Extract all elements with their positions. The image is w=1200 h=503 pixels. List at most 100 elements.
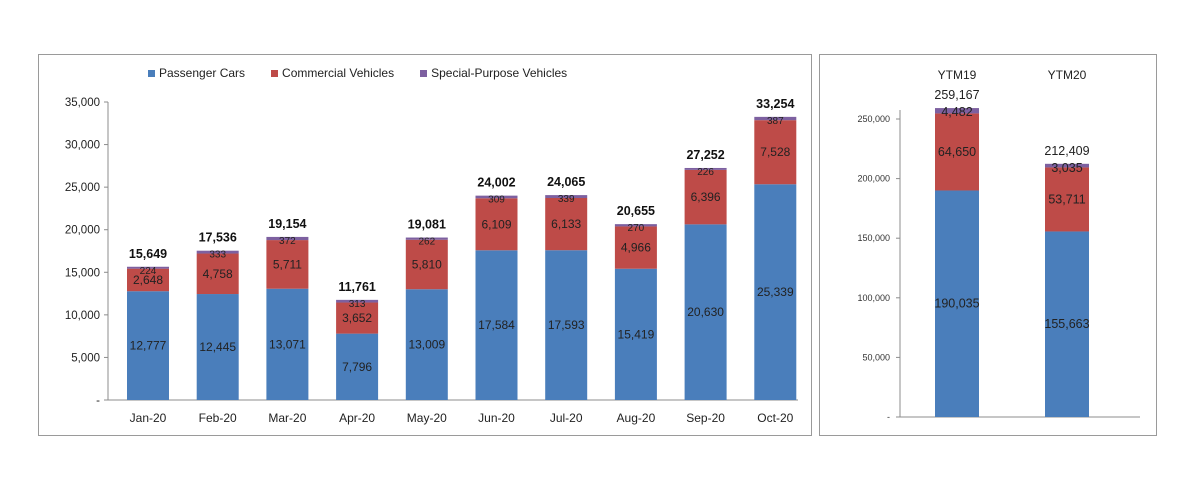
y-tick-label: 5,000 (71, 352, 100, 364)
bar-passenger-cars (684, 224, 727, 400)
bar-passenger-cars (336, 333, 379, 400)
bar-passenger-cars (196, 294, 239, 400)
bar-passenger-cars-right (1045, 231, 1089, 417)
data-label-special-purpose-vehicles: 224 (140, 266, 157, 277)
data-label-passenger-cars-right: 190,035 (934, 297, 979, 311)
data-label-commercial-vehicles: 2,648 (133, 273, 163, 287)
x-tick-label: Apr-20 (339, 411, 375, 425)
data-label-passenger-cars: 17,584 (478, 318, 515, 332)
data-label-passenger-cars: 7,796 (342, 360, 372, 374)
bar-special-purpose-vehicles (127, 266, 169, 269)
bar-passenger-cars (754, 184, 797, 400)
data-label-commercial-vehicles: 6,133 (551, 217, 581, 231)
x-tick-label: Feb-20 (199, 411, 237, 425)
x-tick-label: May-20 (407, 411, 447, 425)
data-label-special-purpose-vehicles: 262 (418, 237, 435, 248)
data-label-special-purpose-vehicles: 339 (558, 194, 575, 205)
y-tick-label-right: 100,000 (857, 293, 890, 303)
data-label-special-purpose-vehicles: 309 (488, 195, 505, 206)
x-tick-label: Jul-20 (550, 411, 583, 425)
bar-total-label-right: 212,409 (1044, 144, 1089, 158)
x-tick-label: Mar-20 (268, 411, 306, 425)
bar-commercial-vehicles (405, 239, 448, 290)
x-tick-label: Oct-20 (757, 411, 793, 425)
bar-passenger-cars (405, 289, 448, 400)
legend-swatch-passenger-cars (148, 69, 155, 77)
legend-swatch-commercial-vehicles (271, 69, 279, 77)
data-label-special-purpose-vehicles: 226 (697, 167, 714, 178)
bar-special-purpose-vehicles (684, 167, 727, 170)
bar-total-label: 19,154 (268, 217, 306, 231)
bar-commercial-vehicles (196, 253, 239, 295)
x-tick-label: Aug-20 (617, 411, 656, 425)
y-tick-label-right: - (887, 412, 890, 422)
bar-special-purpose-vehicles (614, 224, 657, 227)
bar-special-purpose-vehicles-right (935, 108, 979, 114)
bar-special-purpose-vehicles (266, 236, 309, 241)
data-label-special-purpose-vehicles-right: 3,035 (1051, 161, 1082, 175)
bar-commercial-vehicles-right (935, 113, 979, 191)
y-tick-label-right: 200,000 (857, 174, 890, 184)
chart-legend: Passenger Cars Commercial Vehicles Speci… (148, 66, 567, 80)
bar-special-purpose-vehicles (196, 250, 239, 254)
bar-total-label-right: 259,167 (934, 88, 979, 102)
data-label-commercial-vehicles: 6,109 (481, 217, 511, 231)
data-label-commercial-vehicles: 6,396 (691, 190, 721, 204)
bar-commercial-vehicles (475, 198, 518, 251)
x-tick-label: Sep-20 (686, 411, 725, 425)
bar-commercial-vehicles-right (1045, 167, 1089, 232)
data-label-special-purpose-vehicles: 372 (279, 236, 296, 247)
data-label-special-purpose-vehicles: 387 (767, 116, 784, 127)
data-label-commercial-vehicles: 5,810 (412, 258, 442, 272)
bar-commercial-vehicles (266, 240, 309, 289)
y-tick-label: 20,000 (65, 225, 100, 237)
y-tick-label: - (96, 395, 100, 407)
data-label-commercial-vehicles: 7,528 (760, 145, 790, 159)
data-label-passenger-cars: 15,419 (618, 327, 655, 341)
bar-passenger-cars (266, 288, 309, 400)
bar-commercial-vehicles (614, 226, 657, 269)
data-label-commercial-vehicles-right: 53,711 (1048, 192, 1085, 206)
legend-item-commercial-vehicles: Commercial Vehicles (271, 66, 394, 80)
bar-total-label: 24,065 (547, 175, 585, 189)
data-label-passenger-cars: 12,445 (199, 340, 236, 354)
x-category-label-right: YTM19 (938, 68, 977, 82)
bar-total-label: 11,761 (338, 280, 376, 294)
y-tick-label: 15,000 (65, 267, 100, 279)
bar-commercial-vehicles (336, 302, 379, 334)
bar-commercial-vehicles (754, 120, 797, 185)
legend-item-passenger-cars: Passenger Cars (148, 66, 245, 80)
x-tick-label: Jun-20 (478, 411, 515, 425)
y-tick-label-right: 250,000 (857, 114, 890, 124)
bar-commercial-vehicles (684, 169, 727, 225)
y-tick-label: 35,000 (65, 97, 100, 109)
data-label-special-purpose-vehicles: 270 (628, 223, 645, 234)
data-label-commercial-vehicles: 5,711 (273, 257, 302, 271)
y-tick-label: 10,000 (65, 310, 100, 322)
bar-passenger-cars (127, 291, 169, 400)
bar-total-label: 19,081 (408, 218, 446, 232)
legend-label-commercial-vehicles: Commercial Vehicles (282, 66, 395, 80)
data-label-passenger-cars: 25,339 (757, 285, 794, 299)
legend-swatch-special-purpose-vehicles (420, 69, 428, 77)
bar-total-label: 33,254 (756, 97, 794, 111)
x-category-label-right: YTM20 (1048, 68, 1087, 82)
bar-special-purpose-vehicles (545, 195, 588, 198)
data-label-commercial-vehicles: 4,966 (621, 241, 651, 255)
bar-passenger-cars (545, 250, 588, 400)
bar-total-label: 24,002 (477, 176, 515, 190)
data-label-passenger-cars: 13,009 (408, 338, 445, 352)
data-label-special-purpose-vehicles: 333 (209, 250, 226, 261)
bar-commercial-vehicles (545, 197, 588, 251)
bar-passenger-cars (475, 250, 518, 400)
bar-total-label: 27,252 (686, 148, 724, 162)
bar-passenger-cars-right (935, 190, 979, 417)
data-label-special-purpose-vehicles-right: 4,482 (941, 105, 972, 119)
ytd-chart-panel (819, 54, 1157, 436)
bar-special-purpose-vehicles (754, 116, 797, 121)
y-tick-label-right: 50,000 (862, 352, 890, 362)
data-label-commercial-vehicles: 3,652 (342, 311, 372, 325)
bar-special-purpose-vehicles-right (1045, 163, 1089, 168)
x-tick-label: Jan-20 (130, 411, 167, 425)
data-label-passenger-cars-right: 155,663 (1044, 317, 1089, 331)
